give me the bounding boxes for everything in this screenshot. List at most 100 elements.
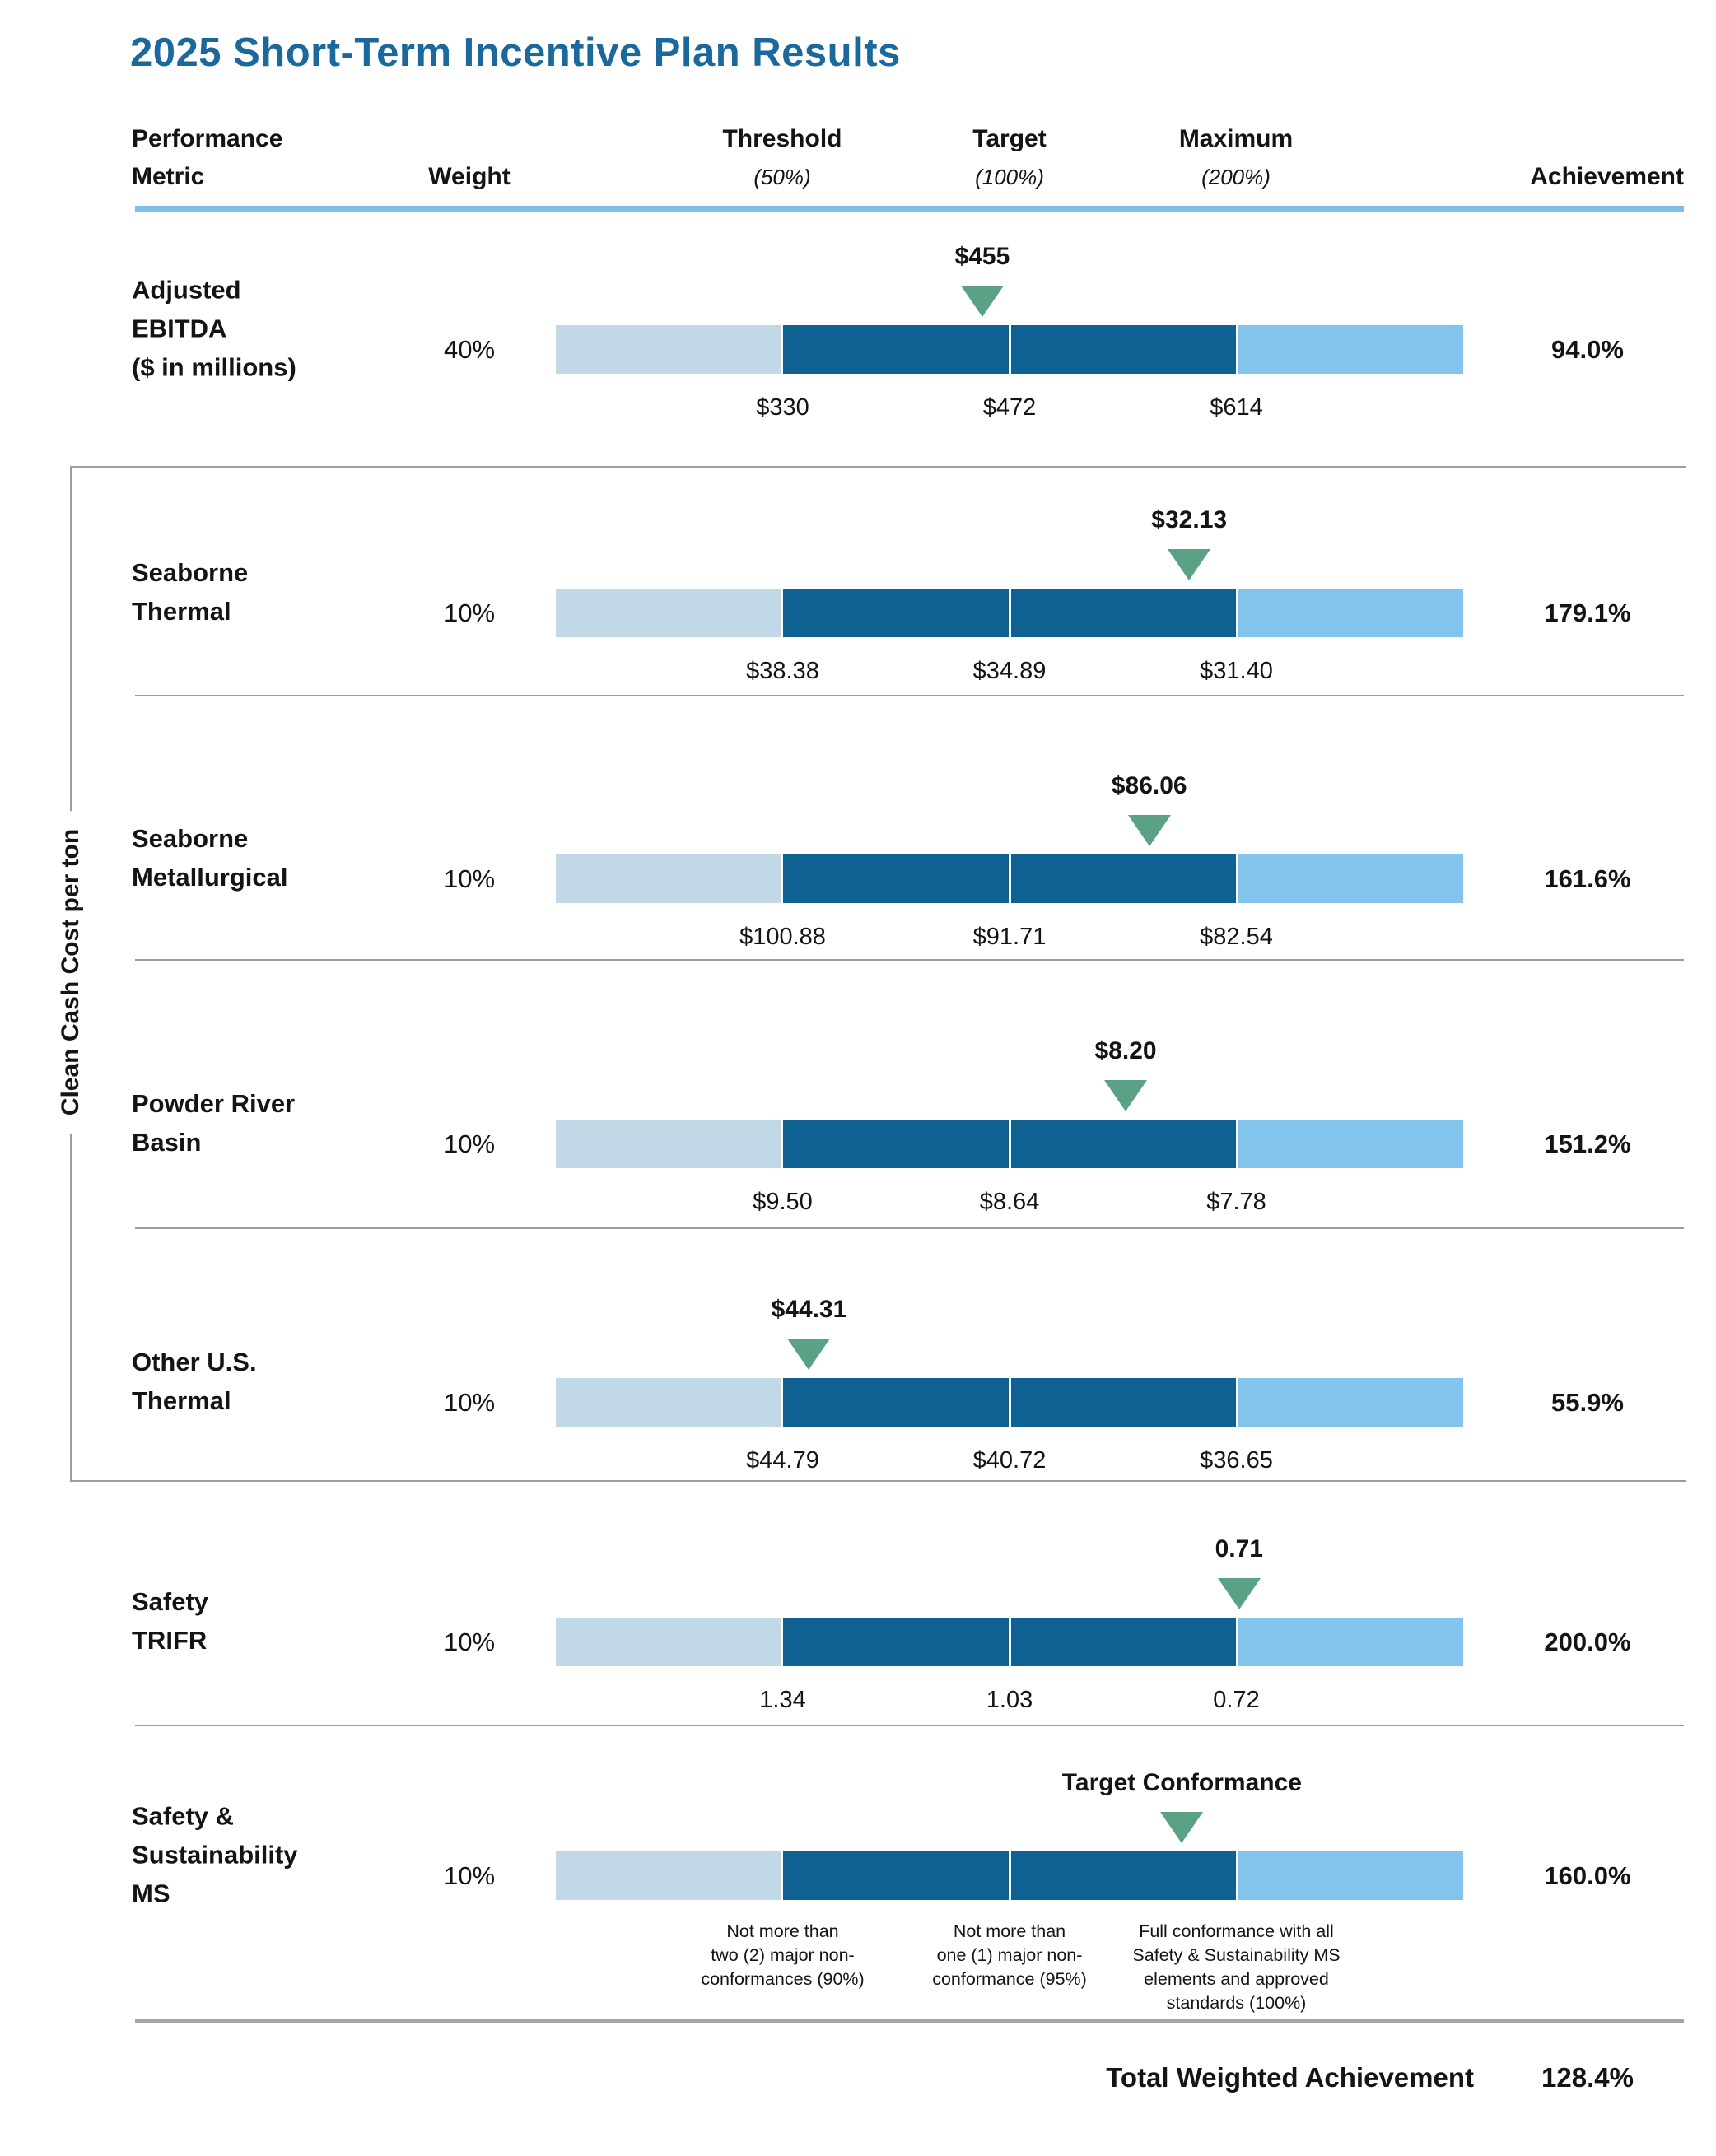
bar-segment-above-maximum [1238, 1851, 1463, 1900]
scale-label-target: $40.72 [972, 1447, 1047, 1474]
bar-segment-above-maximum [1238, 854, 1463, 903]
metric-row: Powder River Basin 10% $8.20 $9.50 $8.64 … [0, 959, 1716, 1227]
performance-bar-area: $86.06 $100.88 $91.71 $82.54 [556, 695, 1463, 959]
performance-bar-area: $44.31 $44.79 $40.72 $36.65 [556, 1227, 1463, 1478]
metric-label-line: MS [132, 1879, 170, 1907]
footer-divider [135, 2019, 1684, 2023]
scale-label-threshold: $9.50 [753, 1189, 813, 1215]
scale-label-threshold: $38.38 [746, 658, 819, 684]
metric-label-line: Basin [132, 1127, 202, 1157]
performance-bar-area: Target Conformance Not more than two (2)… [556, 1725, 1463, 2021]
bar-segment-target-to-maximum [1010, 1851, 1236, 1900]
metric-label: Adjusted EBITDA ($ in millions) [132, 270, 403, 386]
bar-segment-threshold-to-target [783, 1851, 1009, 1900]
achievement-value: 161.6% [1544, 864, 1631, 893]
metric-row: Seaborne Thermal 10% $32.13 $38.38 $34.89… [0, 467, 1716, 695]
scale-label-target: $34.89 [972, 658, 1047, 684]
metric-row: Other U.S. Thermal 10% $44.31 $44.79 $40.… [0, 1227, 1716, 1478]
threshold-label: Threshold [722, 125, 842, 152]
metric-row: Adjusted EBITDA ($ in millions) 40% $455 $… [0, 214, 1716, 467]
total-value: 128.4% [1541, 2062, 1634, 2093]
bar-segment-above-maximum [1238, 1378, 1463, 1427]
marker-value-label: Target Conformance [1061, 1769, 1302, 1796]
scale-label-maximum: $31.40 [1200, 658, 1273, 684]
bar-segment-above-maximum [1238, 1120, 1463, 1168]
metric-label-line: Adjusted [132, 275, 241, 304]
bar-segment-target-to-maximum [1010, 1378, 1236, 1427]
bar-segment-above-maximum [1238, 325, 1463, 374]
metric-label-line: TRIFR [132, 1625, 208, 1655]
bar-segment-threshold-to-target [783, 1120, 1009, 1168]
weight-value: 10% [443, 1388, 496, 1417]
metric-label: Safety & Sustainability MS [132, 1796, 403, 1912]
performance-bar [556, 325, 1463, 374]
header-underline [135, 206, 1684, 212]
bar-segment-above-maximum [1238, 1618, 1463, 1666]
maximum-percent: (200%) [1201, 165, 1271, 189]
bar-segment-target-to-maximum [1010, 589, 1236, 637]
bar-segment-below-threshold [556, 1120, 781, 1168]
achievement-marker-icon [960, 286, 1004, 317]
weight-value: 10% [443, 1861, 496, 1890]
achievement-marker-icon [1168, 549, 1211, 580]
weight-value: 40% [443, 335, 496, 364]
performance-bar-area: 0.71 1.34 1.03 0.72 [556, 1478, 1463, 1725]
scale-label-maximum: 0.72 [1213, 1687, 1260, 1713]
achievement-marker-icon [1160, 1812, 1204, 1843]
performance-bar [556, 1618, 1463, 1666]
column-header-performance-metric: Performance Metric [132, 120, 282, 196]
threshold-percent: (50%) [753, 165, 811, 189]
row-separator [135, 695, 1684, 696]
row-separator [135, 1227, 1684, 1229]
column-header-performance-metric-line1: Performance [132, 125, 283, 152]
bar-segment-target-to-maximum [1010, 1618, 1236, 1666]
metric-row: Safety & Sustainability MS 10% Target Conf… [0, 1725, 1716, 2021]
performance-bar [556, 1120, 1463, 1168]
marker-value-label: $8.20 [1094, 1037, 1157, 1064]
bar-segment-threshold-to-target [783, 325, 1009, 374]
bar-segment-below-threshold [556, 854, 781, 903]
scale-label-target: 1.03 [986, 1687, 1033, 1713]
group-label-clean-cash-cost: Clean Cash Cost per ton [57, 810, 85, 1134]
achievement-value: 151.2% [1544, 1129, 1631, 1158]
bar-segment-threshold-to-target [783, 1378, 1009, 1427]
metric-label-line: Other U.S. [132, 1347, 257, 1376]
weight-value: 10% [443, 864, 496, 893]
maximum-label: Maximum [1178, 125, 1294, 152]
achievement-value: 55.9% [1551, 1388, 1624, 1417]
metric-label: Seaborne Metallurgical [132, 819, 403, 896]
metric-label-line: Powder River [132, 1088, 296, 1118]
metric-label-line: Sustainability [132, 1840, 298, 1869]
target-percent: (100%) [975, 165, 1044, 189]
metric-label-line: Metallurgical [132, 862, 288, 892]
performance-bar-area: $8.20 $9.50 $8.64 $7.78 [556, 959, 1463, 1227]
clean-cash-cost-bracket [70, 466, 1686, 1482]
bar-segment-below-threshold [556, 589, 781, 637]
scale-label-target: $91.71 [972, 924, 1047, 950]
performance-bar [556, 854, 1463, 903]
performance-bar [556, 1851, 1463, 1900]
performance-bar [556, 589, 1463, 637]
metric-label-line: Thermal [132, 596, 231, 626]
achievement-marker-icon [1127, 815, 1171, 846]
scale-label-target: Not more than one (1) major non- conform… [932, 1921, 1087, 1989]
total-label: Total Weighted Achievement [1106, 2062, 1474, 2093]
metric-label-line: Seaborne [132, 823, 249, 853]
metric-label-line: ($ in millions) [132, 352, 296, 381]
achievement-value: 200.0% [1544, 1627, 1631, 1656]
metric-label: Seaborne Thermal [132, 553, 403, 631]
metric-label: Powder River Basin [132, 1084, 403, 1162]
bar-segment-target-to-maximum [1010, 325, 1236, 374]
metric-label: Other U.S. Thermal [132, 1343, 403, 1420]
achievement-marker-icon [787, 1339, 831, 1370]
metric-row: Seaborne Metallurgical 10% $86.06 $100.88… [0, 695, 1716, 959]
bar-segment-below-threshold [556, 325, 781, 374]
marker-value-label: $86.06 [1111, 772, 1187, 799]
bar-segment-below-threshold [556, 1378, 781, 1427]
marker-value-label: $455 [954, 243, 1010, 270]
scale-label-threshold: $330 [756, 394, 809, 421]
achievement-value: 179.1% [1544, 598, 1631, 627]
column-header-achievement: Achievement [1530, 163, 1684, 190]
marker-value-label: $32.13 [1151, 506, 1228, 533]
